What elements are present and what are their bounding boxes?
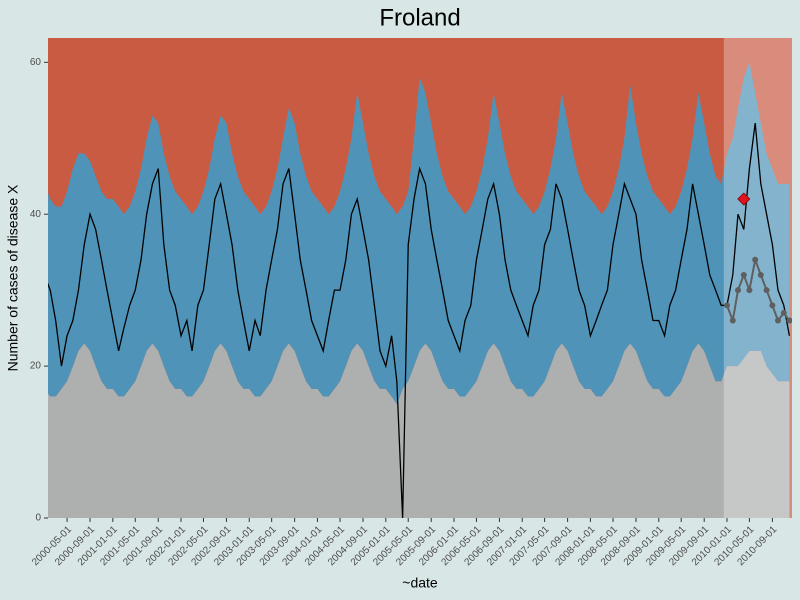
alarm-marker [737, 192, 751, 206]
point [752, 256, 759, 263]
point [735, 287, 742, 294]
y-tick-label: 20 [30, 361, 42, 372]
y-tick-label: 40 [30, 209, 42, 220]
cases-line [48, 122, 791, 518]
point [740, 271, 747, 278]
point [757, 271, 764, 278]
point [746, 287, 753, 294]
y-tick-label: 60 [30, 57, 42, 68]
point [769, 302, 776, 309]
chart-title: Froland [379, 4, 460, 31]
y-tick-label: 0 [35, 513, 41, 524]
point [723, 302, 730, 309]
highlight-region [723, 38, 792, 518]
band-area [48, 343, 790, 518]
band-area [48, 62, 790, 405]
point [729, 317, 736, 324]
plot-area [48, 38, 792, 518]
point [780, 309, 787, 316]
point [763, 287, 770, 294]
point [786, 317, 792, 324]
point [774, 317, 781, 324]
y-axis-label: Number of cases of disease X [5, 184, 21, 371]
x-axis-label: ~date [402, 575, 438, 591]
